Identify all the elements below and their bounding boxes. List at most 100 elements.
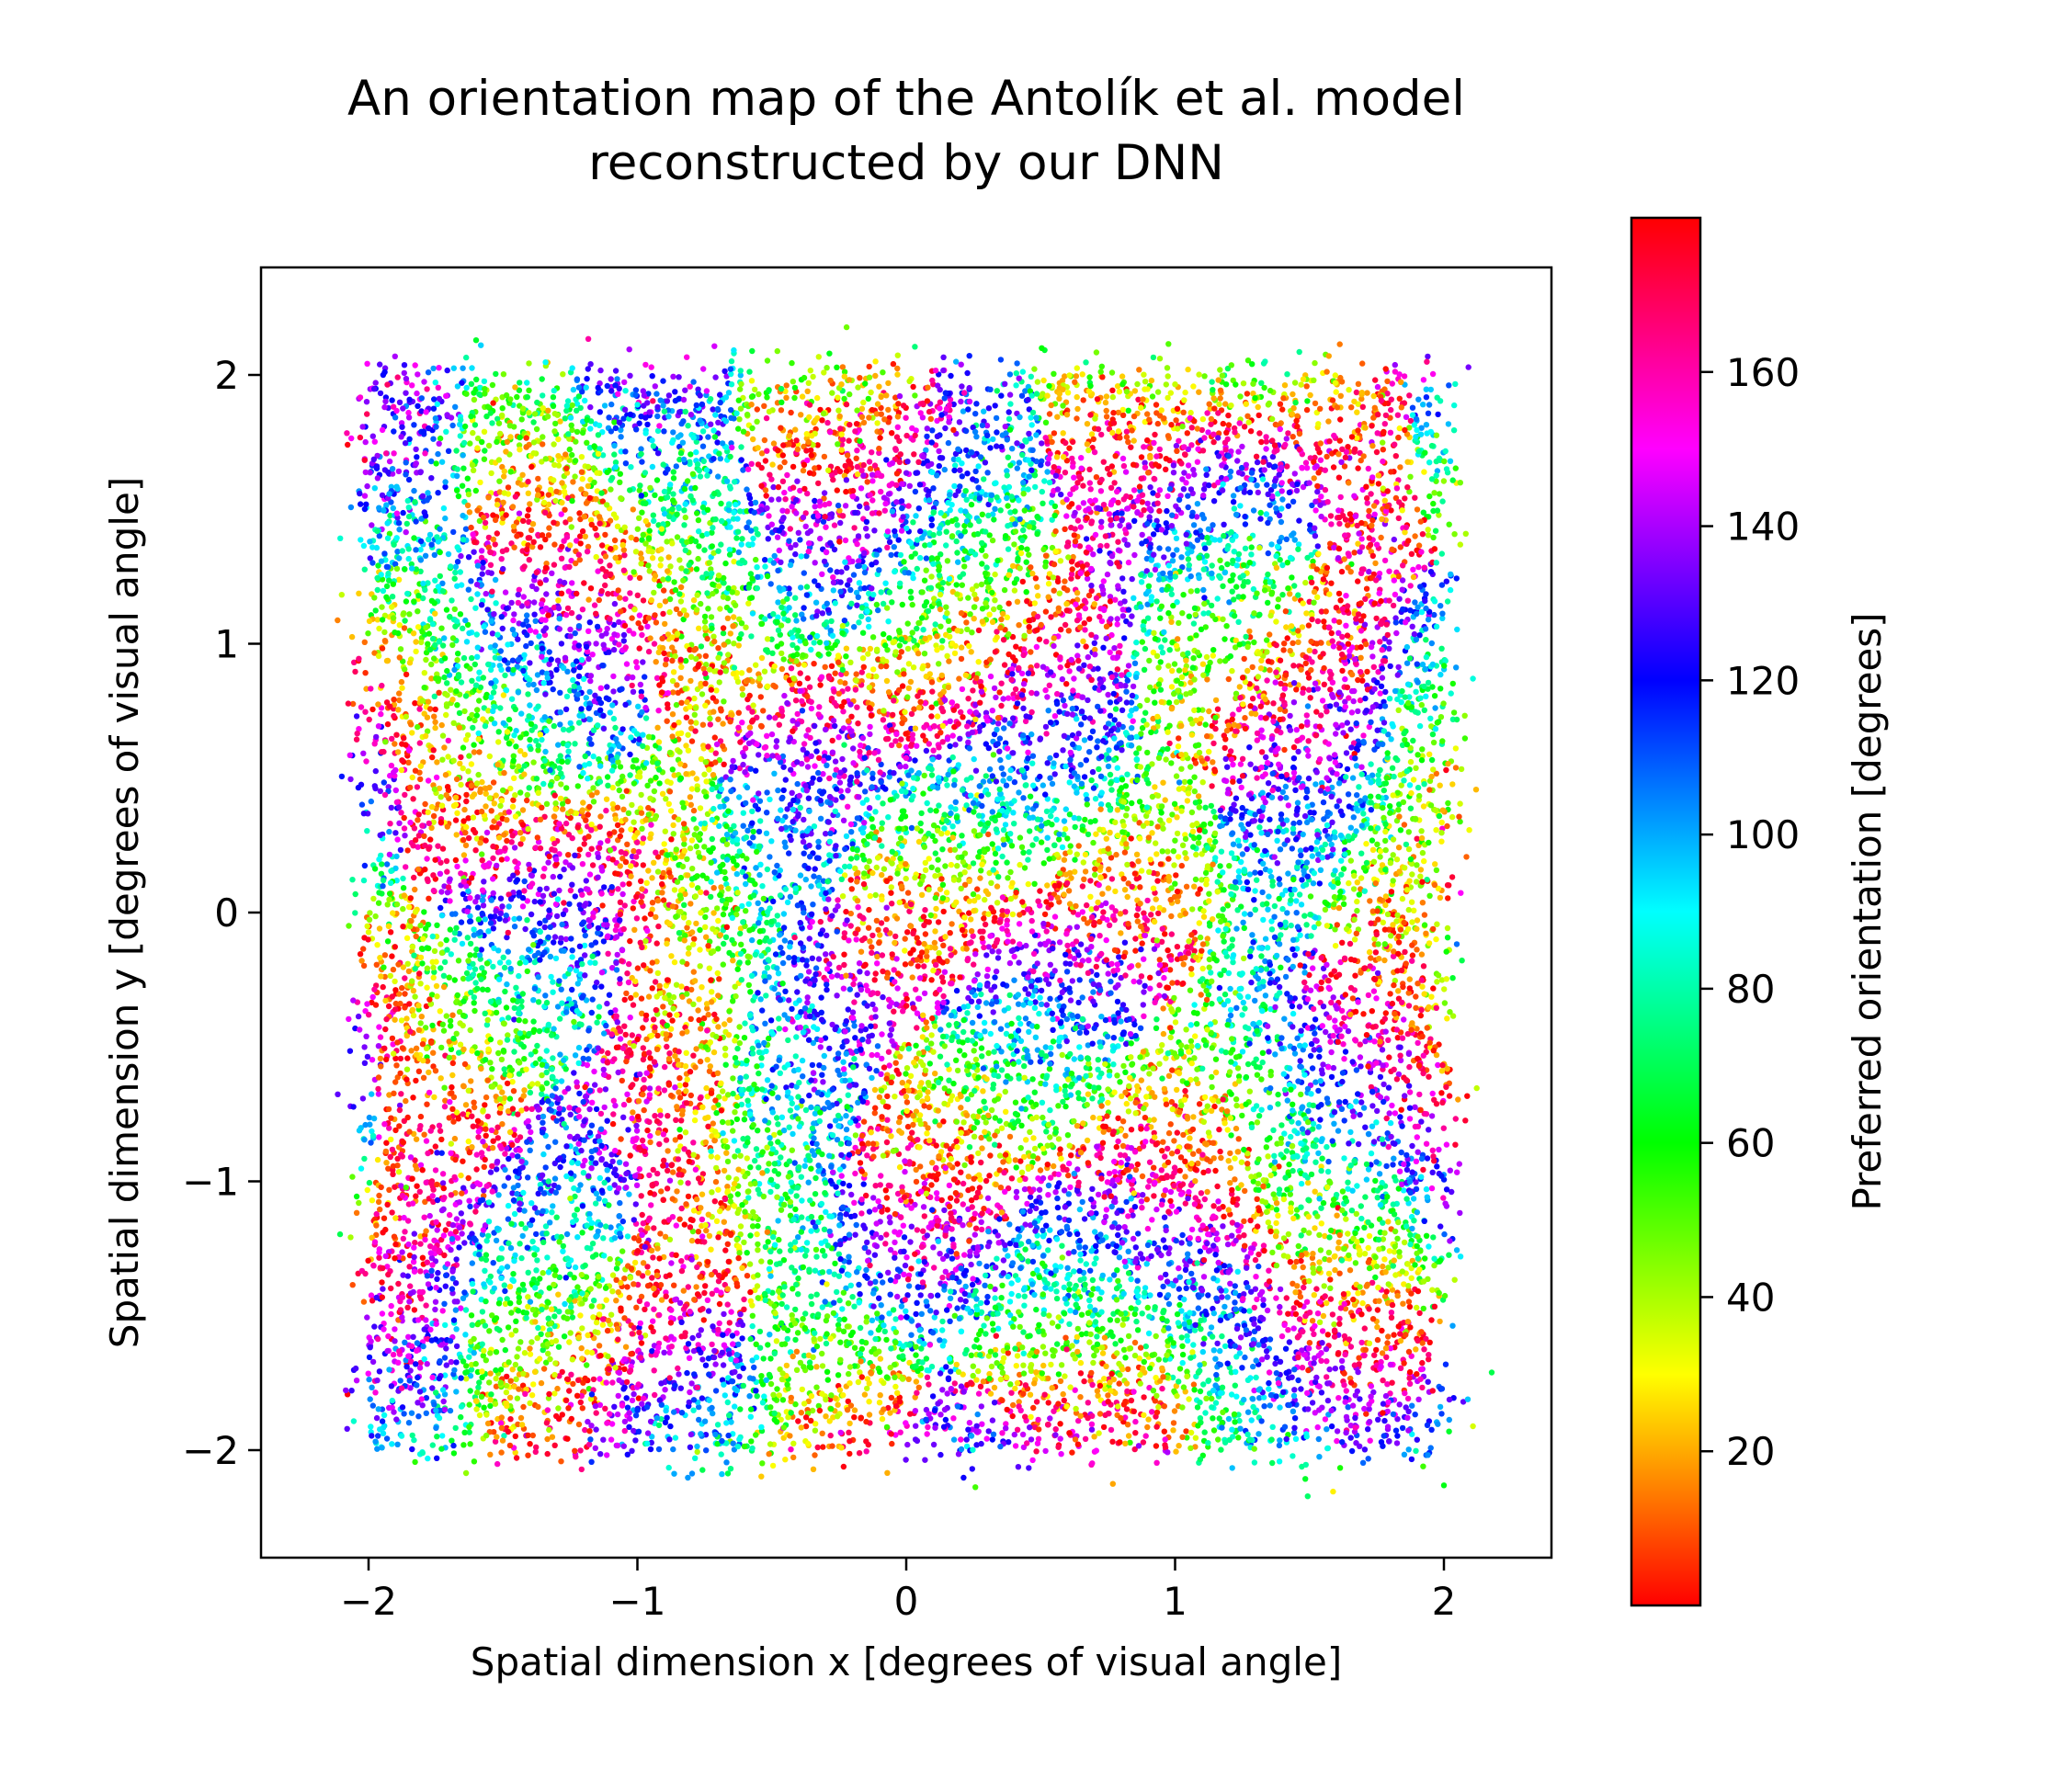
scatter-point bbox=[735, 549, 742, 556]
scatter-point bbox=[583, 878, 589, 884]
scatter-point bbox=[1369, 1103, 1376, 1109]
scatter-point bbox=[708, 1246, 714, 1253]
scatter-point bbox=[1282, 973, 1290, 981]
scatter-point bbox=[677, 598, 685, 605]
scatter-point bbox=[1168, 913, 1175, 920]
scatter-point bbox=[943, 1364, 949, 1370]
scatter-point bbox=[929, 1393, 937, 1400]
scatter-point bbox=[1345, 1185, 1351, 1192]
scatter-point bbox=[480, 902, 487, 909]
scatter-point bbox=[1269, 1249, 1276, 1256]
scatter-point bbox=[1138, 1077, 1145, 1083]
scatter-point bbox=[1463, 854, 1470, 860]
scatter-point bbox=[693, 825, 699, 832]
scatter-point bbox=[396, 690, 403, 697]
scatter-point bbox=[931, 939, 938, 947]
scatter-point bbox=[1144, 897, 1151, 904]
scatter-point bbox=[726, 546, 733, 553]
scatter-point bbox=[894, 371, 901, 378]
scatter-point bbox=[697, 805, 704, 811]
scatter-point bbox=[928, 1182, 935, 1188]
scatter-point bbox=[1303, 794, 1310, 801]
scatter-point bbox=[1125, 407, 1131, 414]
scatter-point bbox=[613, 1013, 619, 1019]
scatter-point bbox=[1312, 400, 1319, 407]
scatter-point bbox=[1377, 690, 1383, 697]
scatter-point bbox=[437, 1075, 444, 1082]
scatter-point bbox=[1373, 1119, 1380, 1126]
scatter-point bbox=[432, 719, 438, 725]
scatter-point bbox=[767, 471, 773, 478]
scatter-point bbox=[583, 695, 589, 701]
scatter-point bbox=[994, 845, 1002, 852]
scatter-point bbox=[460, 1442, 467, 1448]
scatter-point bbox=[857, 503, 863, 510]
scatter-point bbox=[959, 383, 965, 390]
scatter-point bbox=[690, 1001, 697, 1008]
scatter-point bbox=[371, 741, 378, 747]
scatter-point bbox=[976, 1260, 983, 1267]
scatter-point bbox=[460, 852, 468, 858]
scatter-point bbox=[1373, 615, 1380, 622]
scatter-point bbox=[1023, 589, 1029, 595]
scatter-point bbox=[466, 509, 473, 516]
scatter-point bbox=[1179, 610, 1186, 617]
scatter-point bbox=[1174, 956, 1181, 962]
scatter-point bbox=[1122, 1263, 1130, 1270]
scatter-point bbox=[463, 354, 470, 361]
scatter-point bbox=[1258, 1106, 1265, 1113]
scatter-point bbox=[734, 1148, 742, 1154]
scatter-point bbox=[1227, 1280, 1233, 1287]
scatter-point bbox=[1241, 655, 1247, 663]
scatter-point bbox=[786, 850, 792, 856]
scatter-point bbox=[1377, 848, 1384, 855]
scatter-point bbox=[1407, 758, 1415, 766]
scatter-point bbox=[1099, 890, 1106, 897]
scatter-point bbox=[1331, 1321, 1337, 1328]
scatter-point bbox=[479, 851, 485, 857]
scatter-point bbox=[1428, 993, 1435, 1000]
scatter-point bbox=[388, 1302, 394, 1310]
scatter-point bbox=[1347, 1344, 1355, 1350]
scatter-point bbox=[1032, 999, 1039, 1005]
scatter-point bbox=[1059, 675, 1066, 683]
scatter-point bbox=[1074, 617, 1081, 624]
scatter-point bbox=[1058, 1229, 1065, 1235]
scatter-point bbox=[1324, 1397, 1332, 1404]
chart-title-line-1: An orientation map of the Antolík et al.… bbox=[347, 71, 1465, 127]
scatter-point bbox=[644, 1127, 651, 1134]
scatter-point bbox=[652, 1113, 658, 1119]
scatter-point bbox=[880, 369, 886, 376]
scatter-point bbox=[774, 1115, 780, 1121]
scatter-point bbox=[1290, 434, 1296, 440]
scatter-point bbox=[1132, 947, 1139, 954]
scatter-point bbox=[1108, 780, 1114, 787]
scatter-point bbox=[1291, 1050, 1299, 1057]
scatter-point bbox=[434, 1227, 440, 1233]
scatter-point bbox=[1229, 1219, 1236, 1226]
scatter-point bbox=[934, 713, 941, 720]
scatter-point bbox=[1137, 1025, 1144, 1032]
scatter-point bbox=[684, 354, 690, 360]
scatter-point bbox=[811, 873, 817, 879]
scatter-point bbox=[973, 401, 980, 407]
scatter-point bbox=[757, 694, 764, 700]
scatter-point bbox=[883, 1195, 891, 1201]
scatter-point bbox=[769, 1462, 777, 1469]
scatter-point bbox=[1349, 775, 1357, 781]
scatter-point bbox=[524, 791, 530, 799]
scatter-point bbox=[848, 829, 855, 835]
scatter-point bbox=[364, 828, 370, 834]
scatter-point bbox=[1242, 521, 1249, 527]
scatter-point bbox=[1362, 1346, 1369, 1354]
scatter-point bbox=[1036, 636, 1043, 642]
scatter-point bbox=[824, 419, 831, 426]
scatter-point bbox=[1403, 1196, 1410, 1202]
scatter-point bbox=[451, 977, 458, 983]
scatter-point bbox=[447, 1017, 454, 1025]
scatter-point bbox=[1446, 1093, 1453, 1099]
scatter-point bbox=[1242, 715, 1248, 721]
scatter-point bbox=[1262, 992, 1269, 999]
scatter-point bbox=[1445, 421, 1452, 427]
scatter-point bbox=[409, 774, 415, 781]
